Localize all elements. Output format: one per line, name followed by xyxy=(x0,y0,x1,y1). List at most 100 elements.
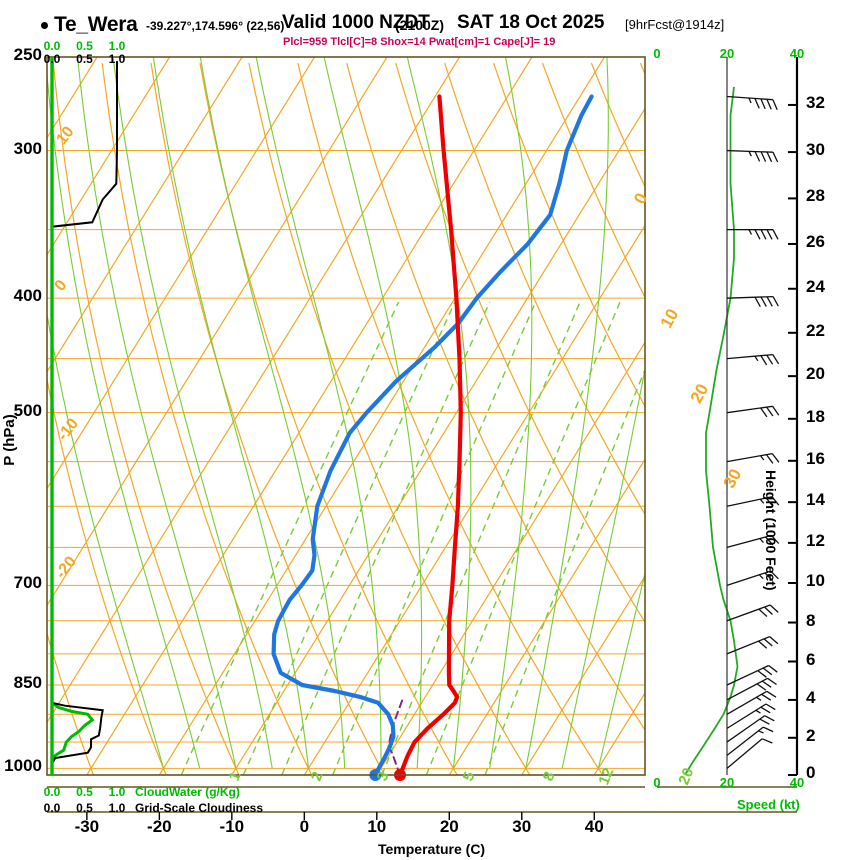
wind-barb-full-feather xyxy=(772,354,780,365)
wind-barb xyxy=(726,353,773,360)
pressure-tick-label: 700 xyxy=(13,573,42,593)
dry-adiabat-label: -20 xyxy=(52,553,80,583)
height-tick-label: 22 xyxy=(806,320,825,340)
station-coordinates: -39.227°,174.596° (22,56) xyxy=(146,19,285,33)
temperature-tick-label: 20 xyxy=(439,817,459,836)
mixing-ratio-label: 12 xyxy=(595,765,618,788)
wind-barb-full-feather xyxy=(760,98,766,110)
wind-barb-half-feather xyxy=(759,455,765,461)
wind-barb-full-feather xyxy=(760,151,767,162)
speed-tick-label-bottom: 0 xyxy=(653,775,661,790)
temperature-tick-label: -20 xyxy=(147,817,172,836)
temperature-tick-label: 10 xyxy=(367,817,387,836)
height-tick-label: 12 xyxy=(806,530,825,550)
dry-adiabat-line xyxy=(150,63,385,775)
pressure-tick-label: 300 xyxy=(13,138,42,158)
wind-barb-full-feather xyxy=(772,296,779,307)
pressure-tick-label: 850 xyxy=(13,672,42,692)
wind-speed-curve xyxy=(684,86,739,776)
temperature-axis-title: Temperature (C) xyxy=(378,841,486,857)
isotherm-line xyxy=(303,225,645,775)
wind-barb-full-feather xyxy=(760,296,767,307)
cloudiness-tick-label-top: 1.0 xyxy=(108,52,126,66)
cloudwater-tick-label-bottom: 1.0 xyxy=(108,785,126,799)
wind-barb xyxy=(726,405,773,414)
wind-barb-full-feather xyxy=(772,151,779,163)
temperature-tick-label: -30 xyxy=(74,817,100,836)
temperature-tick-label: 40 xyxy=(584,817,604,836)
wind-barb-full-feather xyxy=(757,670,767,678)
wind-barb-full-feather xyxy=(762,726,774,733)
station-name: Te_Wera xyxy=(54,13,138,36)
wind-barb-full-feather xyxy=(754,229,761,240)
isotherm-line xyxy=(86,57,533,775)
temperature-tick-label: -10 xyxy=(219,817,245,836)
height-tick-label: 14 xyxy=(806,490,825,510)
wind-barb xyxy=(726,95,773,101)
wind-barb-full-feather xyxy=(762,667,773,676)
wind-barb-half-feather xyxy=(748,229,753,235)
height-tick-label: 4 xyxy=(806,687,816,707)
dry-adiabat-line xyxy=(47,376,167,775)
wind-barb-half-feather xyxy=(748,97,752,104)
wind-barb-half-feather xyxy=(756,696,762,701)
pressure-tick-label: 500 xyxy=(13,400,42,420)
height-tick-label: 24 xyxy=(806,276,825,296)
cloudwater-legend-label: CloudWater (g/Kg) xyxy=(135,785,240,799)
cloudwater-tick-label-top: 0.5 xyxy=(76,39,93,53)
wind-barb-full-feather xyxy=(772,229,779,240)
header: Te_Wera -39.227°,174.596° (22,56) Valid … xyxy=(0,8,850,36)
cloudiness-tick-label-top: 0.5 xyxy=(76,52,93,66)
temperature-tick-label: 30 xyxy=(512,817,532,836)
wind-barb-half-feather xyxy=(758,730,764,734)
wind-barb-full-feather xyxy=(760,407,768,418)
dry-adiabat-line xyxy=(346,62,645,732)
wind-barb-half-feather xyxy=(758,574,764,580)
wind-barbs xyxy=(726,95,780,769)
wind-barb-full-feather xyxy=(754,151,761,162)
cloudwater-tick-label-top: 1.0 xyxy=(108,39,126,53)
plot-frame xyxy=(46,56,646,776)
mixing-ratio-label: 5 xyxy=(459,769,479,784)
wind-barb-full-feather xyxy=(766,296,773,307)
speed-tick-label-top: 0 xyxy=(653,46,661,61)
wind-barb xyxy=(726,690,768,715)
isotherm-label: 0 xyxy=(630,189,652,208)
moist-adiabat-line xyxy=(597,571,645,769)
wind-barb-half-feather xyxy=(759,538,764,544)
wind-barb-full-feather xyxy=(760,229,767,240)
temperature-curve xyxy=(397,94,463,775)
mixing-ratio-label: 20 xyxy=(675,765,698,788)
dry-adiabat-line xyxy=(395,62,645,624)
dry-adiabat-line xyxy=(101,63,313,775)
height-tick-label: 20 xyxy=(806,364,825,384)
dewpoint-curve xyxy=(271,94,594,775)
height-tick-label: 2 xyxy=(806,725,816,745)
mixing-ratio-label: 3 xyxy=(373,769,393,784)
moist-adiabat-line xyxy=(47,69,201,769)
wind-barb xyxy=(726,738,763,769)
speed-tick-label-bottom: 40 xyxy=(789,775,805,790)
wind-barb-full-feather xyxy=(764,606,773,615)
height-tick-label: 18 xyxy=(806,406,825,426)
moist-adiabat-line xyxy=(199,57,346,769)
wind-barb-half-feather xyxy=(759,498,765,504)
wind-barb xyxy=(726,149,774,153)
wind-barb-full-feather xyxy=(766,406,774,417)
isotherm-line xyxy=(47,57,98,139)
wind-barb-full-feather xyxy=(770,570,779,580)
wind-barb xyxy=(726,635,770,655)
wind-barb-full-feather xyxy=(760,706,771,714)
dry-adiabat-line xyxy=(493,62,645,408)
wind-barb xyxy=(726,496,773,507)
wind-barb-full-feather xyxy=(761,738,773,744)
wind-barb-full-feather xyxy=(758,608,768,617)
isotherm-line xyxy=(231,108,645,775)
sounding-indices: Plcl=959 Tlcl[C]=8 Shox=14 Pwat[cm]=1 Ca… xyxy=(283,36,556,48)
parcel-path-curve xyxy=(387,695,405,775)
wind-barb-full-feather xyxy=(766,229,773,240)
wind-barb-full-feather xyxy=(771,496,780,506)
pressure-tick-label: 1000 xyxy=(4,756,42,776)
wind-barb xyxy=(726,534,772,548)
dry-adiabat-label: 10 xyxy=(53,123,78,148)
